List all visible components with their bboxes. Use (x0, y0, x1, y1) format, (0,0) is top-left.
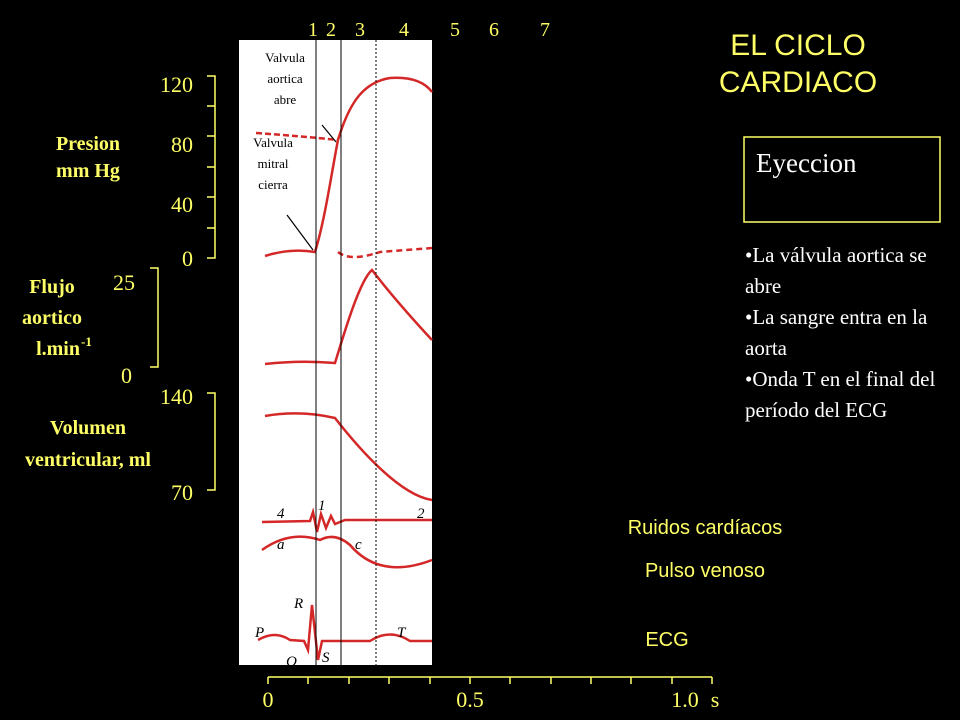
annotation: abre (274, 92, 297, 107)
bullet: La válvula aortica se abre (745, 240, 945, 302)
bullet: Onda T en el final del período del ECG (745, 364, 945, 426)
ecg (257, 604, 432, 661)
wave-label: 1 (318, 498, 326, 514)
phase-number: 3 (355, 19, 365, 41)
tick-label: 40 (171, 192, 193, 217)
phase-numbers: 1 2 3 4 5 6 7 (308, 19, 550, 41)
axis-label: mm Hg (56, 160, 120, 182)
aortic-flow (264, 268, 433, 366)
tick-label: 0 (121, 363, 132, 388)
phase-number: 6 (489, 19, 499, 41)
annotation-arrow (286, 124, 337, 251)
bullet: La sangre entra en la aorta (745, 302, 945, 364)
wave-label: T (397, 625, 407, 641)
phase-number: 1 (308, 19, 318, 41)
trace-label: Ruidos cardíacos (628, 517, 783, 539)
wave-label: S (322, 650, 330, 666)
axis-label: Volumen (50, 417, 126, 439)
phase-box (743, 136, 941, 223)
volume-axis (207, 392, 216, 491)
venous-pulse (261, 535, 433, 569)
annotation: mitral (257, 156, 288, 171)
bullet-list: La válvula aortica se abre La sangre ent… (745, 240, 945, 426)
flow-axis (150, 267, 159, 368)
tick-label: 25 (113, 270, 135, 295)
tick-label: 0 (263, 687, 274, 712)
phase-number: 5 (450, 19, 460, 41)
wave-label: c (355, 537, 362, 553)
tick-label: 0.5 (456, 687, 484, 712)
wave-label: a (277, 537, 285, 553)
tick-label: 140 (160, 384, 193, 409)
annotation: cierra (258, 177, 288, 192)
phase-number: 2 (326, 19, 336, 41)
axis-label-sup: -1 (81, 334, 92, 349)
annotation: aortica (267, 71, 303, 86)
axis-label: Flujo (29, 276, 75, 298)
aortic-pressure (336, 76, 433, 141)
axis-unit: s (711, 687, 720, 712)
axis-label: l.min (36, 338, 80, 360)
tick-label: 80 (171, 132, 193, 157)
wave-label: Q (286, 654, 297, 670)
tick-label: 0 (182, 246, 193, 271)
wave-label: 4 (277, 506, 285, 522)
phase-box-text: Eyeccion (756, 148, 857, 178)
wave-label: P (254, 625, 264, 641)
phase-number: 7 (540, 19, 550, 41)
trace-label: ECG (645, 629, 688, 651)
tick-label: 120 (160, 72, 193, 97)
phase-number: 4 (399, 19, 409, 41)
title: EL CICLO (730, 29, 866, 62)
wave-label: R (293, 596, 303, 612)
pressure-axis (207, 75, 216, 259)
axis-label: aortico (22, 307, 82, 329)
tick-label: 1.0 (671, 687, 699, 712)
ventricular-volume (264, 412, 433, 502)
tick-label: 70 (171, 480, 193, 505)
time-axis (267, 676, 713, 684)
heart-sounds (261, 507, 432, 533)
axis-label: ventricular, ml (25, 449, 151, 471)
axis-label: Presion (56, 133, 120, 155)
title: CARDIACO (719, 66, 877, 99)
trace-label: Pulso venoso (645, 560, 765, 582)
annotation: Valvula (265, 50, 305, 65)
figure-panel (239, 40, 432, 665)
annotation: Valvula (253, 135, 293, 150)
aortic-pressure (255, 131, 339, 142)
wave-label: 2 (417, 506, 425, 522)
traces (255, 40, 433, 665)
